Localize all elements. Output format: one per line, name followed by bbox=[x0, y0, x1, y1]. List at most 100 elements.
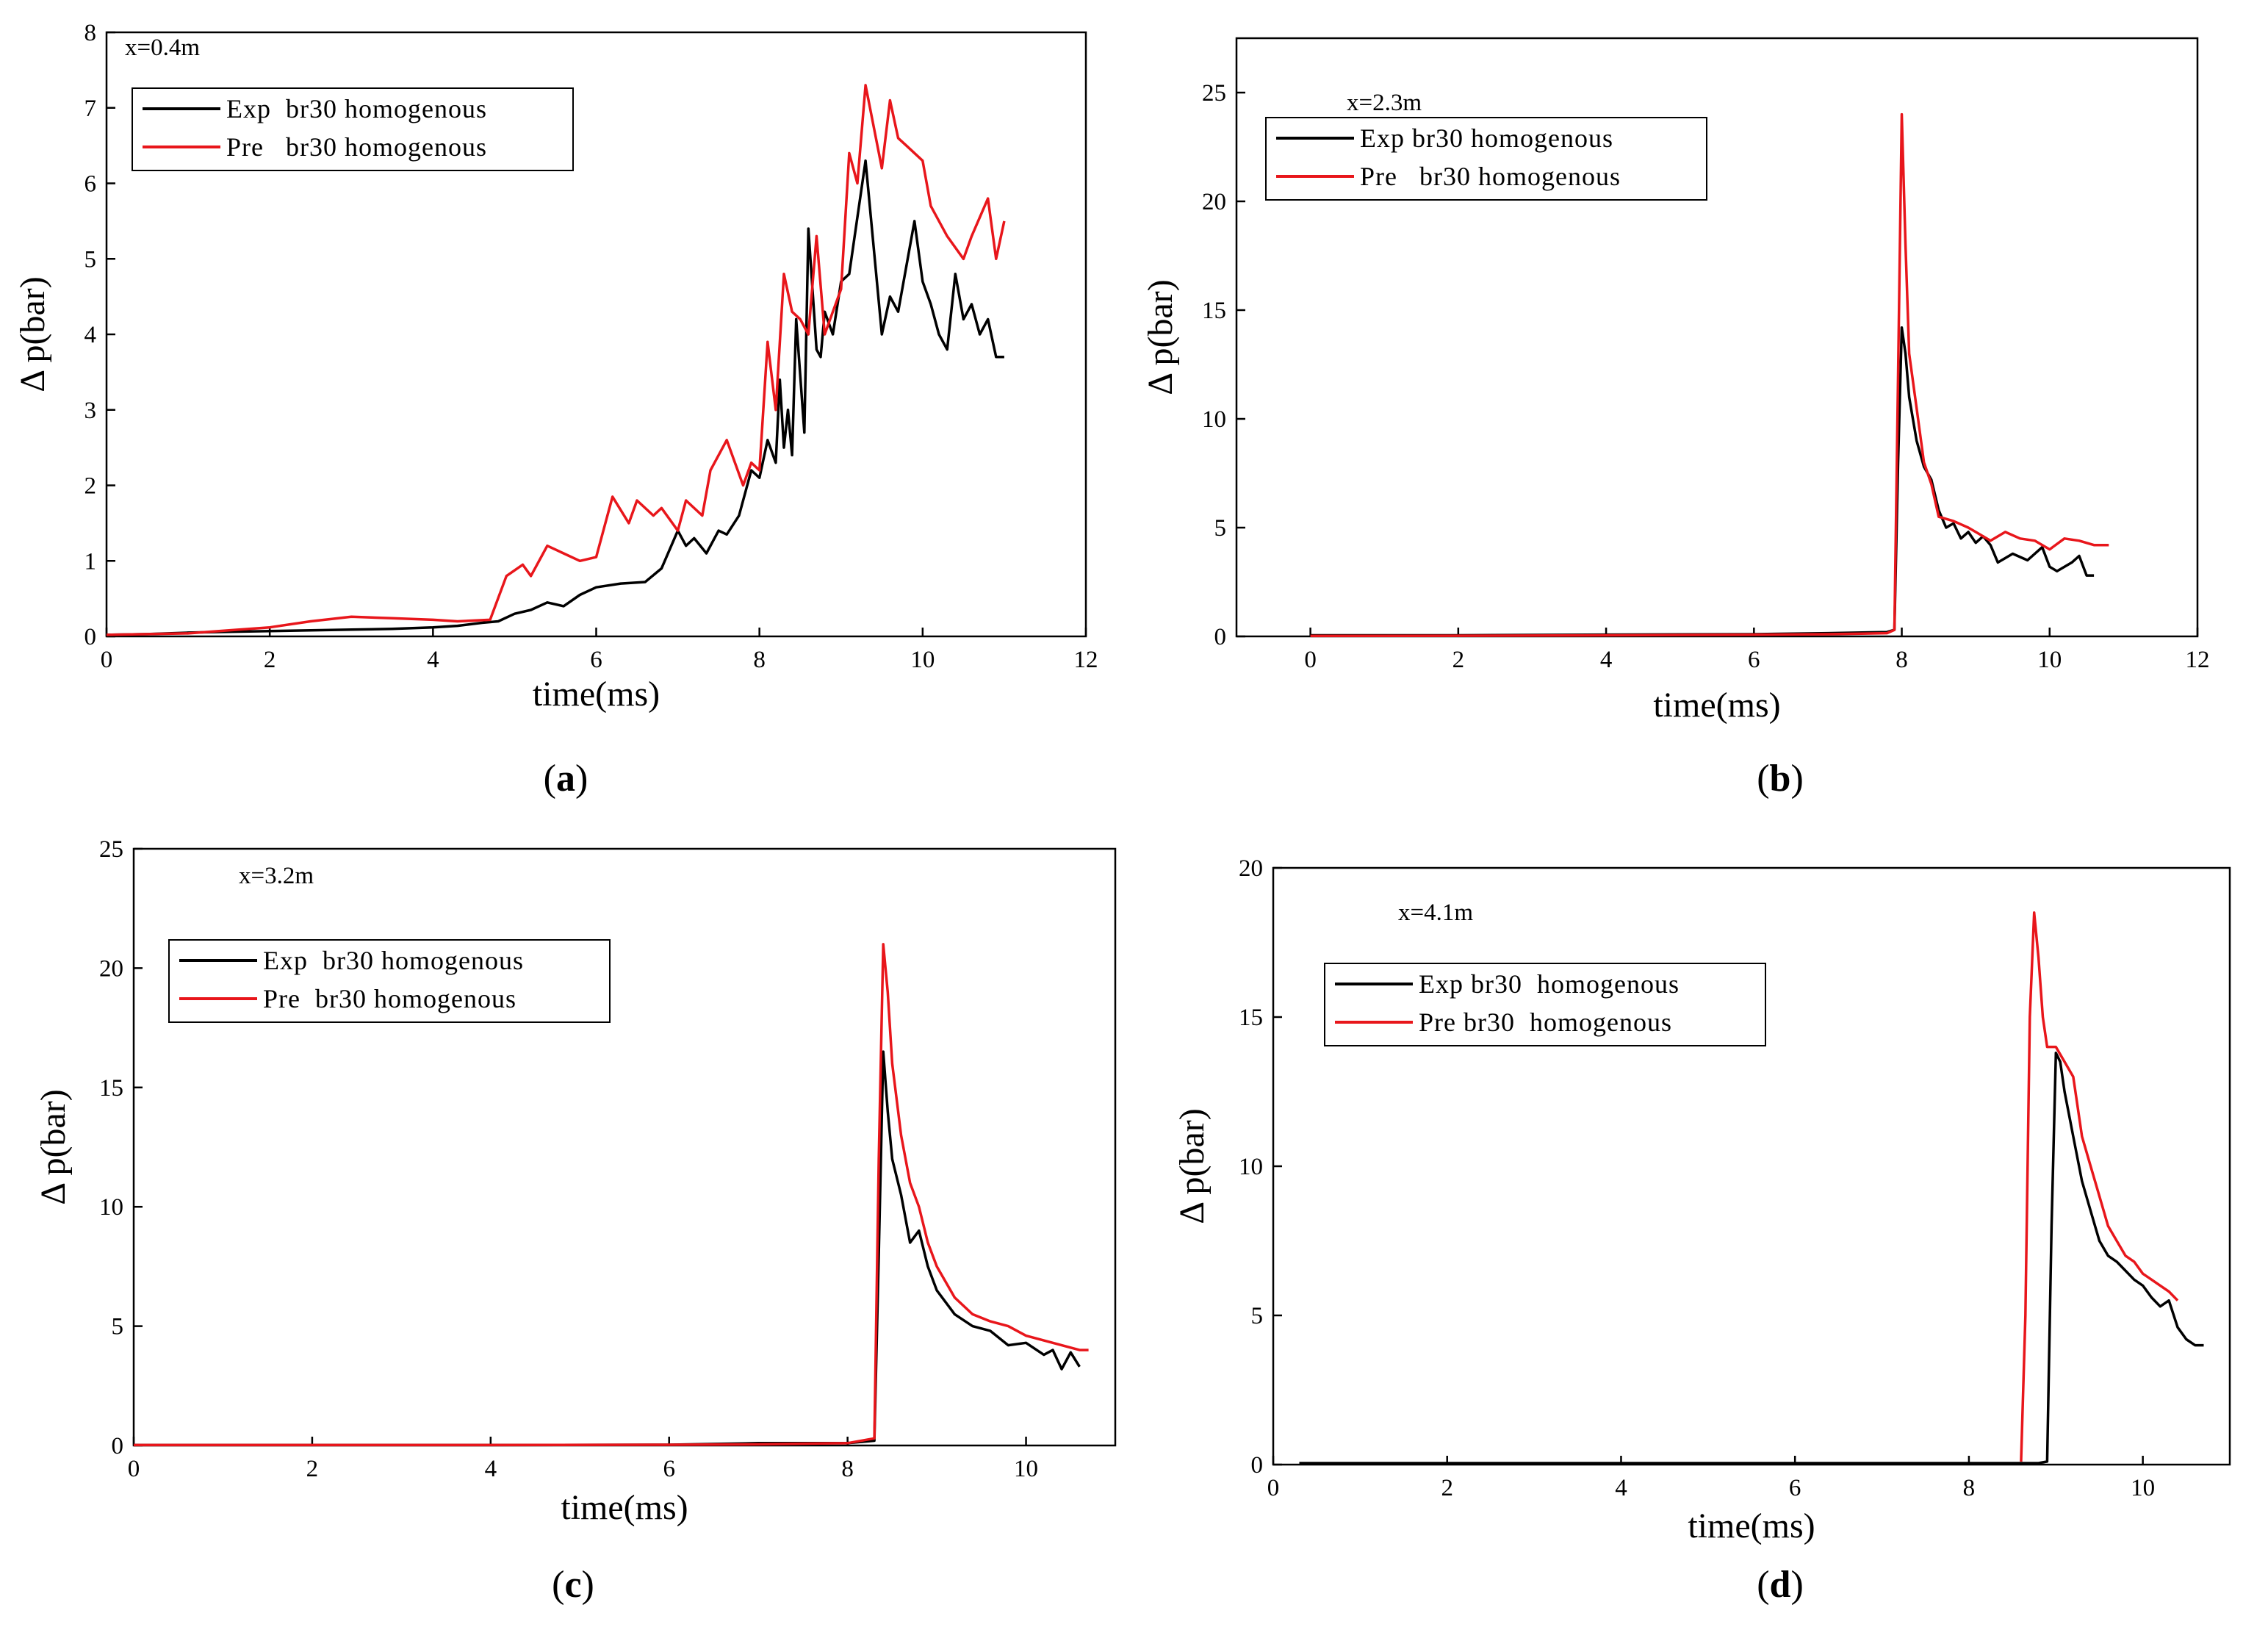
x-tick-label-d-0: 0 bbox=[1267, 1475, 1280, 1501]
legend-label-b-0: Exp br30 homogenous bbox=[1360, 123, 1613, 153]
y-axis-title-a: Δ p(bar) bbox=[13, 276, 52, 392]
series-line-b-pre bbox=[1310, 112, 2109, 638]
legend-label-c-1: Pre br30 homogenous bbox=[263, 984, 516, 1013]
y-tick-label-a-2: 2 bbox=[84, 473, 97, 500]
y-tick-label-c-2: 10 bbox=[99, 1194, 123, 1221]
series-line-d-pre bbox=[2020, 911, 2179, 1462]
panel-label-a: (a) bbox=[492, 757, 639, 800]
y-tick-label-b-4: 20 bbox=[1202, 189, 1226, 215]
x-tick-label-a-4: 8 bbox=[753, 647, 766, 673]
x-tick-label-b-4: 8 bbox=[1896, 647, 1908, 673]
panel-label-a-close: ) bbox=[575, 758, 588, 800]
x-tick-label-b-3: 6 bbox=[1748, 647, 1760, 673]
panel-label-a-letter: a bbox=[556, 758, 575, 800]
legend-label-b-1: Pre br30 homogenous bbox=[1360, 162, 1621, 191]
plot-frame-d bbox=[1272, 866, 2231, 1466]
x-tick-label-d-3: 6 bbox=[1789, 1475, 1801, 1501]
panel-label-c-letter: c bbox=[564, 1564, 582, 1606]
series-line-d-exp bbox=[1299, 1051, 2204, 1465]
y-axis-title-c: Δ p(bar) bbox=[34, 1089, 73, 1204]
legend-box-a bbox=[132, 87, 574, 171]
y-tick-label-b-3: 15 bbox=[1202, 298, 1226, 324]
x-tick-label-c-5: 10 bbox=[1014, 1456, 1038, 1482]
x-tick-label-b-2: 4 bbox=[1600, 647, 1613, 673]
x-tick-label-d-5: 10 bbox=[2131, 1475, 2155, 1501]
y-tick-label-d-0: 0 bbox=[1251, 1452, 1264, 1479]
legend-label-d-1: Pre br30 homogenous bbox=[1419, 1008, 1672, 1037]
panel-label-d-open: ( bbox=[1757, 1564, 1770, 1606]
x-tick-label-b-0: 0 bbox=[1304, 647, 1317, 673]
legend-label-a-0: Exp br30 homogenous bbox=[226, 94, 487, 123]
y-tick-label-c-3: 15 bbox=[99, 1075, 123, 1102]
panel-b: 0 2 4 6 8 10 12 0 5 10 15 20 25 time(ms) Δ p(bar) x=2.3… bbox=[1134, 0, 2268, 814]
x-tick-label-d-1: 2 bbox=[1441, 1475, 1453, 1501]
y-tick-label-c-5: 25 bbox=[99, 836, 123, 863]
series-line-c-exp bbox=[134, 1050, 1081, 1447]
y-tick-label-a-7: 7 bbox=[84, 96, 97, 122]
y-tick-label-a-4: 4 bbox=[84, 322, 97, 348]
y-tick-label-d-1: 5 bbox=[1251, 1303, 1264, 1329]
y-tick-label-b-2: 10 bbox=[1202, 406, 1226, 433]
y-tick-label-b-5: 25 bbox=[1202, 80, 1226, 107]
y-tick-label-c-4: 20 bbox=[99, 955, 123, 982]
annotation-c: x=3.2m bbox=[239, 863, 314, 889]
legend-box-d bbox=[1324, 963, 1766, 1046]
x-tick-label-d-2: 4 bbox=[1615, 1475, 1627, 1501]
panel-label-b-letter: b bbox=[1769, 758, 1791, 800]
chart-c: 0 2 4 6 8 10 0 5 10 15 20 25 time(ms) Δ p(bar) x=3.2m E… bbox=[34, 836, 1117, 1527]
x-tick-label-a-0: 0 bbox=[101, 647, 113, 673]
y-tick-label-d-2: 10 bbox=[1239, 1154, 1263, 1180]
x-tick-label-c-2: 4 bbox=[485, 1456, 497, 1482]
y-tick-label-a-0: 0 bbox=[84, 624, 97, 650]
x-tick-label-b-1: 2 bbox=[1452, 647, 1465, 673]
legend-box-b bbox=[1265, 117, 1707, 201]
x-axis-title-b: time(ms) bbox=[1653, 686, 1780, 725]
y-tick-label-a-8: 8 bbox=[84, 20, 97, 46]
x-tick-label-a-5: 10 bbox=[910, 647, 935, 673]
chart-d: 0 2 4 6 8 10 0 5 10 15 20 time(ms) Δ p(bar) x=4.1m Exp… bbox=[1173, 855, 2231, 1545]
series-line-b-exp bbox=[1310, 326, 2095, 637]
annotation-b: x=2.3m bbox=[1347, 90, 1422, 116]
panel-label-a-open: ( bbox=[543, 758, 556, 800]
panel-d: 0 2 4 6 8 10 0 5 10 15 20 time(ms) Δ p(bar) x=4.1m Exp… bbox=[1134, 814, 2268, 1627]
x-tick-label-b-5: 10 bbox=[2037, 647, 2062, 673]
x-tick-label-d-4: 8 bbox=[1963, 1475, 1976, 1501]
plot-frame-b bbox=[1235, 37, 2199, 638]
x-axis-title-c: time(ms) bbox=[561, 1488, 688, 1527]
x-tick-label-b-6: 12 bbox=[2186, 647, 2210, 673]
y-tick-label-d-3: 15 bbox=[1239, 1005, 1263, 1031]
panel-label-b-open: ( bbox=[1757, 758, 1770, 800]
series-line-a-pre bbox=[106, 84, 1006, 636]
y-tick-label-b-0: 0 bbox=[1214, 624, 1227, 650]
panel-label-b-close: ) bbox=[1790, 758, 1804, 800]
y-axis-title-b: Δ p(bar) bbox=[1141, 279, 1180, 395]
x-axis-title-d: time(ms) bbox=[1688, 1506, 1815, 1545]
series-line-a-exp bbox=[106, 159, 1004, 636]
x-tick-label-c-0: 0 bbox=[128, 1456, 140, 1482]
x-tick-label-c-1: 2 bbox=[306, 1456, 319, 1482]
panel-label-d: (d) bbox=[1707, 1563, 1854, 1606]
y-tick-label-a-3: 3 bbox=[84, 398, 97, 424]
x-tick-label-a-6: 12 bbox=[1074, 647, 1098, 673]
panel-c: 0 2 4 6 8 10 0 5 10 15 20 25 time(ms) Δ p(bar) x=3.2m E… bbox=[0, 814, 1134, 1627]
x-tick-label-c-4: 8 bbox=[841, 1456, 854, 1482]
panel-label-d-close: ) bbox=[1790, 1564, 1804, 1606]
x-axis-title-a: time(ms) bbox=[533, 675, 660, 714]
annotation-d: x=4.1m bbox=[1398, 899, 1473, 926]
legend-box-c bbox=[168, 939, 611, 1023]
y-tick-label-a-1: 1 bbox=[84, 548, 97, 575]
x-tick-label-c-3: 6 bbox=[663, 1456, 675, 1482]
y-axis-title-d: Δ p(bar) bbox=[1173, 1108, 1212, 1224]
panel-label-c: (c) bbox=[500, 1563, 647, 1606]
y-tick-label-c-1: 5 bbox=[112, 1314, 124, 1340]
panel-a: 0 2 4 6 8 10 12 0 1 2 3 4 5 6 7 8 time(ms) Δ p(bar) x=0.4m… bbox=[0, 0, 1134, 814]
y-tick-label-a-5: 5 bbox=[84, 246, 97, 273]
annotation-a: x=0.4m bbox=[125, 35, 200, 61]
y-tick-label-c-0: 0 bbox=[112, 1433, 124, 1459]
x-tick-label-a-2: 4 bbox=[427, 647, 439, 673]
x-tick-label-a-1: 2 bbox=[264, 647, 276, 673]
panel-label-c-close: ) bbox=[581, 1564, 594, 1606]
plot-frame-c bbox=[132, 847, 1117, 1447]
legend-label-c-0: Exp br30 homogenous bbox=[263, 946, 524, 975]
